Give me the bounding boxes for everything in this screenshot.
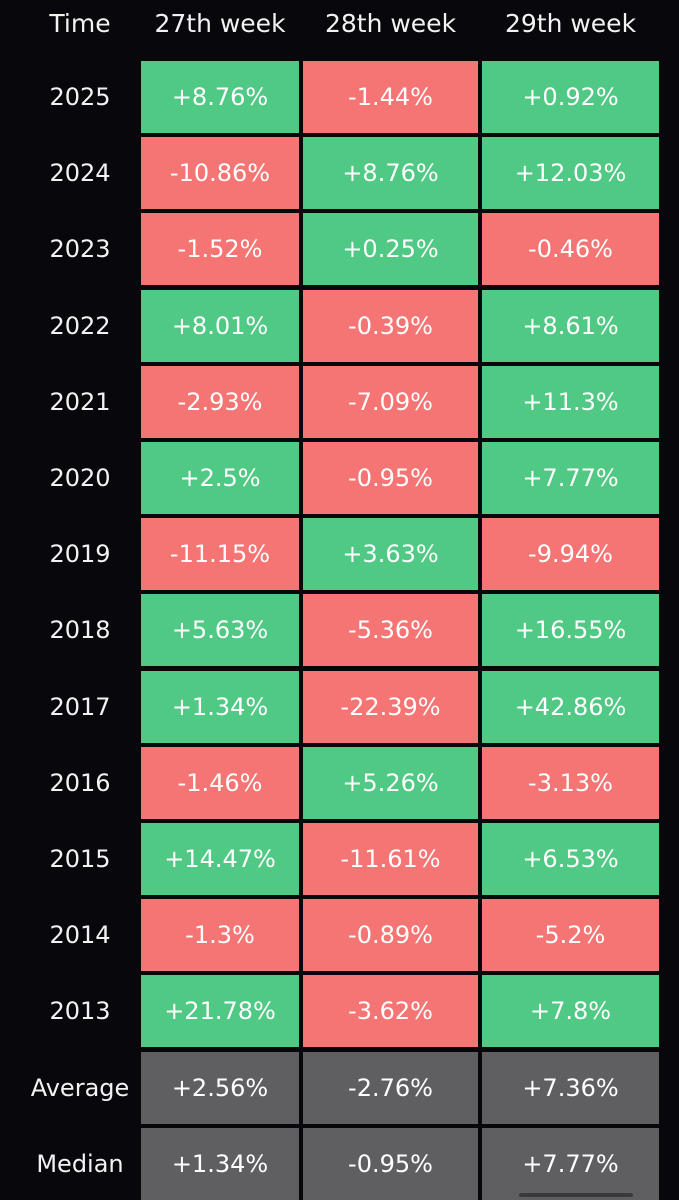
return-cell: -1.44%: [303, 61, 478, 133]
return-cell: -5.2%: [482, 899, 659, 971]
summary-cell: +2.56%: [141, 1052, 299, 1124]
return-cell: -11.61%: [303, 823, 478, 895]
table-row: 2021 -2.93% -7.09% +11.3%: [0, 366, 679, 438]
table-header: Time 27th week 28th week 29th week: [0, 0, 679, 46]
year-label: 2016: [49, 769, 111, 797]
year-label: 2017: [49, 693, 111, 721]
table-row: 2024 -10.86% +8.76% +12.03%: [0, 137, 679, 209]
return-cell: +0.92%: [482, 61, 659, 133]
header-time: Time: [49, 8, 111, 38]
return-cell: -3.13%: [482, 747, 659, 819]
year-label: 2013: [49, 997, 111, 1025]
year-label: 2025: [49, 83, 111, 111]
year-label: 2018: [49, 616, 111, 644]
return-cell: +6.53%: [482, 823, 659, 895]
return-cell: +21.78%: [141, 975, 299, 1047]
summary-label: Average: [30, 1074, 130, 1102]
table-row: 2015 +14.47% -11.61% +6.53%: [0, 823, 679, 895]
home-indicator[interactable]: [519, 1193, 633, 1197]
table-row: 2013 +21.78% -3.62% +7.8%: [0, 975, 679, 1047]
year-label: 2020: [49, 464, 111, 492]
return-cell: -5.36%: [303, 594, 478, 666]
summary-row: Average +2.56% -2.76% +7.36%: [0, 1052, 679, 1124]
return-cell: -0.39%: [303, 290, 478, 362]
year-label: 2021: [49, 388, 111, 416]
header-week-29: 29th week: [504, 8, 637, 38]
table-row: 2023 -1.52% +0.25% -0.46%: [0, 213, 679, 285]
year-label: 2024: [49, 159, 111, 187]
return-cell: -2.93%: [141, 366, 299, 438]
summary-row: Median +1.34% -0.95% +7.77%: [0, 1128, 679, 1200]
return-cell: +0.25%: [303, 213, 478, 285]
return-cell: -7.09%: [303, 366, 478, 438]
return-cell: +5.26%: [303, 747, 478, 819]
year-label: 2023: [49, 235, 111, 263]
return-cell: +8.76%: [303, 137, 478, 209]
return-cell: -9.94%: [482, 518, 659, 590]
return-cell: +12.03%: [482, 137, 659, 209]
return-cell: +7.77%: [482, 442, 659, 514]
return-cell: -11.15%: [141, 518, 299, 590]
table-row: 2017 +1.34% -22.39% +42.86%: [0, 671, 679, 743]
table-row: 2020 +2.5% -0.95% +7.77%: [0, 442, 679, 514]
year-label: 2015: [49, 845, 111, 873]
year-label: 2022: [49, 312, 111, 340]
return-cell: -0.46%: [482, 213, 659, 285]
summary-cell: +1.34%: [141, 1128, 299, 1200]
return-cell: +42.86%: [482, 671, 659, 743]
header-week-27: 27th week: [154, 8, 286, 38]
year-label: 2019: [49, 540, 111, 568]
table-row: 2025 +8.76% -1.44% +0.92%: [0, 61, 679, 133]
header-week-28: 28th week: [324, 8, 457, 38]
return-cell: -1.46%: [141, 747, 299, 819]
return-cell: -1.3%: [141, 899, 299, 971]
year-label: 2014: [49, 921, 111, 949]
table-row: 2022 +8.01% -0.39% +8.61%: [0, 290, 679, 362]
return-cell: +8.61%: [482, 290, 659, 362]
return-cell: +8.01%: [141, 290, 299, 362]
return-cell: +5.63%: [141, 594, 299, 666]
return-cell: -0.95%: [303, 442, 478, 514]
table-row: 2014 -1.3% -0.89% -5.2%: [0, 899, 679, 971]
table-row: 2018 +5.63% -5.36% +16.55%: [0, 594, 679, 666]
return-cell: -3.62%: [303, 975, 478, 1047]
return-cell: +3.63%: [303, 518, 478, 590]
return-cell: -10.86%: [141, 137, 299, 209]
return-cell: +2.5%: [141, 442, 299, 514]
table-row: 2016 -1.46% +5.26% -3.13%: [0, 747, 679, 819]
return-cell: +8.76%: [141, 61, 299, 133]
return-cell: +7.8%: [482, 975, 659, 1047]
summary-label: Median: [36, 1150, 124, 1178]
return-cell: +1.34%: [141, 671, 299, 743]
summary-cell: +7.36%: [482, 1052, 659, 1124]
table-row: 2019 -11.15% +3.63% -9.94%: [0, 518, 679, 590]
summary-cell: -2.76%: [303, 1052, 478, 1124]
return-cell: -22.39%: [303, 671, 478, 743]
return-cell: -0.89%: [303, 899, 478, 971]
return-cell: +16.55%: [482, 594, 659, 666]
summary-cell: -0.95%: [303, 1128, 478, 1200]
summary-cell: +7.77%: [482, 1128, 659, 1200]
return-cell: +11.3%: [482, 366, 659, 438]
return-cell: +14.47%: [141, 823, 299, 895]
return-cell: -1.52%: [141, 213, 299, 285]
